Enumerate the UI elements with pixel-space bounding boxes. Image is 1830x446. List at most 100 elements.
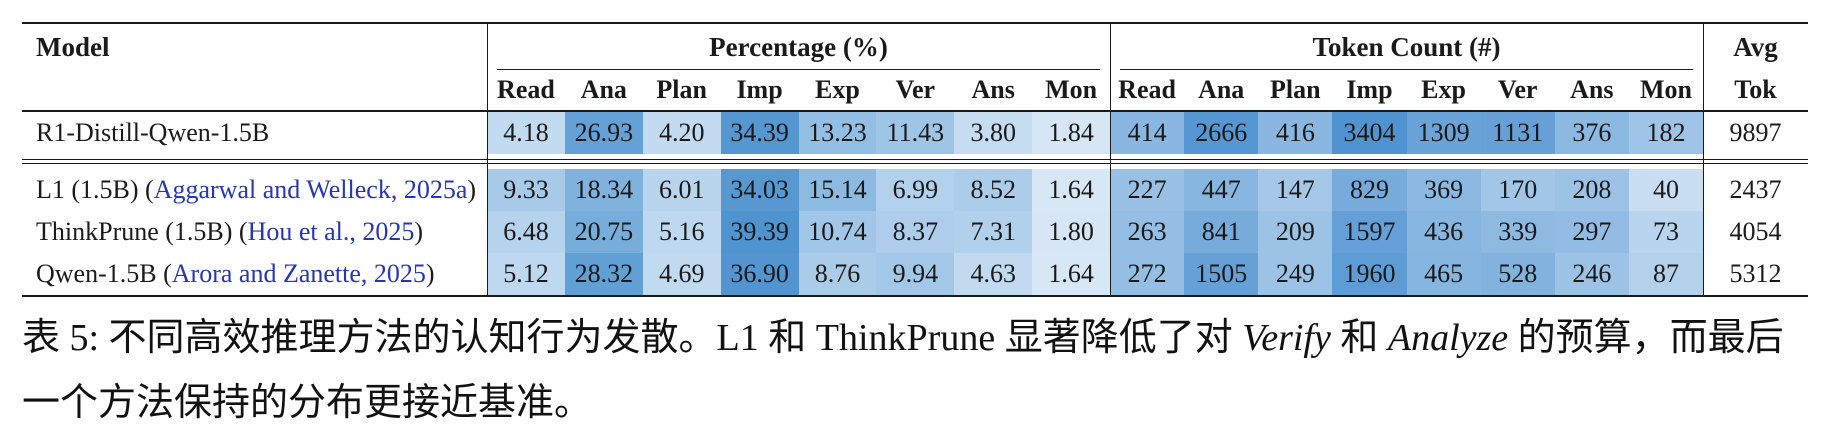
tok-cell-mon: 87 [1628,253,1703,295]
col-header-ans: Ans [971,75,1015,104]
tok-cell-ans: 376 [1554,112,1629,154]
model-name-cell: Qwen-1.5B (Arora and Zanette, 2025) [22,253,487,295]
pct-cell-ans: 4.63 [954,253,1033,295]
table-row: ThinkPrune (1.5B) (Hou et al., 2025) 6.48… [22,211,1808,253]
pct-cell-read: 9.33 [487,169,565,211]
pct-cell-imp: 39.39 [720,211,799,253]
tok-cell-imp: 1597 [1332,211,1407,253]
model-name-text: ) [414,217,424,246]
tok-cell-ana: 2666 [1184,112,1259,154]
caption-text: 表 5: 不同高效推理方法的认知行为发散。L1 和 ThinkPrune 显著降… [22,317,1243,359]
tok-cell-ana: 1505 [1184,253,1259,295]
pct-cell-ana: 26.93 [564,112,643,154]
avg-tok-cell: 5312 [1729,259,1782,288]
model-name-text: ) [467,175,477,204]
tok-cell-ver: 339 [1480,211,1555,253]
pct-cell-mon: 1.64 [1032,253,1110,295]
header-midrule [22,110,1808,112]
tok-cell-mon: 182 [1628,112,1703,154]
pct-cell-read: 5.12 [487,253,565,295]
column-divider-tok-avg [1703,22,1704,297]
col-header-tok: Tok [1734,75,1777,104]
citation-link[interactable]: Arora and Zanette, 2025 [171,259,426,288]
model-name-cell: ThinkPrune (1.5B) (Hou et al., 2025) [22,211,487,253]
pct-cell-ans: 3.80 [954,112,1033,154]
tok-cell-imp: 1960 [1332,253,1407,295]
col-header-mon: Mon [1639,75,1692,104]
tok-cell-ver: 1131 [1480,112,1555,154]
pct-cell-imp: 34.39 [720,112,799,154]
tok-cell-read: 414 [1110,112,1185,154]
pct-cell-plan: 4.20 [642,112,721,154]
col-header-ver: Ver [895,75,936,104]
caption-text: 和 [1330,317,1388,359]
caption-text: 的预算，而最后一个方法保持的分布更接近基准。 [22,317,1784,425]
pct-cell-ans: 7.31 [954,211,1033,253]
col-header-ana: Ana [580,75,627,104]
pct-cell-read: 4.18 [487,112,565,154]
tok-cell-mon: 73 [1628,211,1703,253]
tok-cell-read: 227 [1110,169,1185,211]
col-header-read: Read [497,75,555,104]
pct-cell-exp: 10.74 [798,211,877,253]
col-header-plan: Plan [1270,75,1321,104]
col-header-ver: Ver [1497,75,1538,104]
citation-link[interactable]: Aggarwal and Welleck, 2025a [153,175,468,204]
caption-italic-term: Verify [1242,317,1331,359]
pct-cell-imp: 36.90 [720,253,799,295]
model-name-text: R1-Distill-Qwen-1.5B [36,118,270,147]
model-name-text: L1 (1.5B) ( [36,175,154,204]
pct-cell-mon: 1.84 [1032,112,1110,154]
col-header-avg: Avg [1733,31,1778,62]
tok-cell-ana: 447 [1184,169,1259,211]
model-name-text: Qwen-1.5B ( [36,259,172,288]
model-name-cell: R1-Distill-Qwen-1.5B [22,112,487,154]
tok-cell-read: 272 [1110,253,1185,295]
pct-cell-ana: 20.75 [564,211,643,253]
tok-cell-ans: 246 [1554,253,1629,295]
caption-italic-term: Analyze [1387,317,1509,359]
col-header-imp: Imp [1346,75,1393,104]
table-row: Qwen-1.5B (Arora and Zanette, 2025) 5.12 2… [22,253,1808,295]
tok-cell-ans: 297 [1554,211,1629,253]
tok-cell-read: 263 [1110,211,1185,253]
pct-cell-imp: 34.03 [720,169,799,211]
tok-cell-imp: 3404 [1332,112,1407,154]
tok-cell-plan: 147 [1258,169,1333,211]
table-header-groups: Model Percentage (%) Token Count (#) Avg [22,24,1808,70]
pct-cell-read: 6.48 [487,211,565,253]
pct-cell-plan: 5.16 [642,211,721,253]
pct-cell-mon: 1.80 [1032,211,1110,253]
avg-tok-cell: 2437 [1729,175,1782,204]
avg-tok-cell: 4054 [1729,217,1782,246]
col-header-read: Read [1118,75,1176,104]
tok-cell-ana: 841 [1184,211,1259,253]
pct-cell-exp: 13.23 [798,112,877,154]
pct-cell-ans: 8.52 [954,169,1033,211]
tok-cell-plan: 249 [1258,253,1333,295]
group-separator-rule [22,159,1808,164]
table-caption: 表 5: 不同高效推理方法的认知行为发散。L1 和 ThinkPrune 显著降… [22,306,1808,437]
method-row-group: L1 (1.5B) (Aggarwal and Welleck, 2025a) 9… [22,169,1808,295]
table-row: R1-Distill-Qwen-1.5B 4.18 26.93 4.20 34.39 13… [22,112,1808,154]
tok-cell-ver: 170 [1480,169,1555,211]
col-header-imp: Imp [736,75,783,104]
tok-cell-exp: 1309 [1406,112,1481,154]
tok-cell-imp: 829 [1332,169,1407,211]
pct-cell-exp: 15.14 [798,169,877,211]
table-row: L1 (1.5B) (Aggarwal and Welleck, 2025a) 9… [22,169,1808,211]
tok-cell-ans: 208 [1554,169,1629,211]
col-header-mon: Mon [1045,75,1098,104]
tok-cell-plan: 416 [1258,112,1333,154]
tok-cell-ver: 528 [1480,253,1555,295]
avg-tok-cell: 9897 [1729,118,1782,147]
col-header-ana: Ana [1198,75,1245,104]
pct-cell-ver: 11.43 [876,112,955,154]
citation-link[interactable]: Hou et al., 2025 [247,217,415,246]
group-header-percentage: Percentage (%) [487,24,1110,70]
tok-cell-mon: 40 [1628,169,1703,211]
model-name-text: ) [425,259,435,288]
tok-cell-plan: 209 [1258,211,1333,253]
top-rule [22,22,1808,24]
